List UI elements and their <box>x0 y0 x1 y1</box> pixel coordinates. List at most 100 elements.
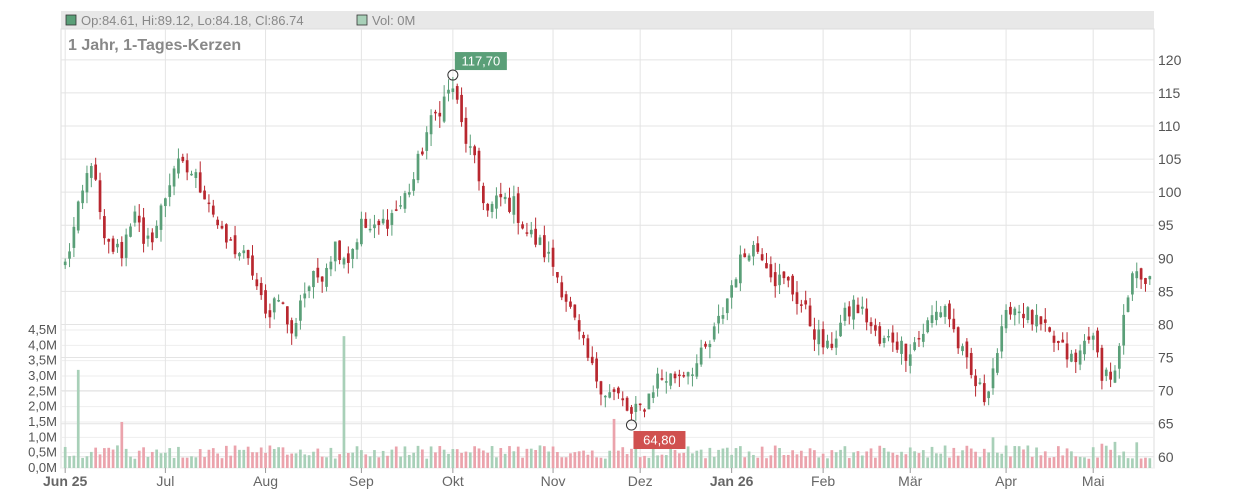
candle-body <box>251 255 254 276</box>
candle-body <box>791 275 794 295</box>
candle <box>468 134 472 155</box>
volume-bar <box>1096 457 1099 468</box>
volume-bar <box>255 452 259 468</box>
volume-tick-label: 4,5M <box>28 322 57 337</box>
volume-bar <box>865 451 869 468</box>
candle-body <box>1109 371 1112 380</box>
candle-body <box>1004 309 1008 329</box>
candle <box>996 348 999 376</box>
time-axis: Jun 25 Jul Aug Sep Okt Nov Dez Jan 26 Feb Mär Apr M… <box>43 473 1104 489</box>
candle-body <box>103 216 106 239</box>
candle-body <box>586 338 590 358</box>
candle-body <box>94 164 98 180</box>
candle <box>773 262 777 298</box>
candle-body <box>721 315 725 319</box>
candle-body <box>1052 335 1056 343</box>
candle-body <box>486 203 490 211</box>
volume-bar <box>760 446 764 468</box>
volume-bar <box>839 449 842 468</box>
month-tick-label: Sep <box>349 473 374 489</box>
volume-bar <box>538 445 542 468</box>
candle <box>725 298 729 321</box>
candle <box>429 109 433 147</box>
legend-vol-text: Vol: 0M <box>372 13 415 28</box>
candle <box>89 163 93 188</box>
legend-bar <box>61 11 1154 29</box>
volume-bar <box>608 450 612 468</box>
candle-body <box>904 343 908 361</box>
price-axis: 60 65 70 75 80 85 90 95 100 105 110 115 120 <box>1158 52 1182 465</box>
volume-bar <box>316 448 320 468</box>
candle-body <box>159 205 163 230</box>
volume-bar <box>826 458 829 468</box>
candle <box>874 318 877 337</box>
candle-body <box>1148 276 1152 280</box>
candle-body <box>1126 297 1130 312</box>
legend-vol-swatch <box>356 14 368 26</box>
volume-bar <box>229 455 233 468</box>
candle-body <box>1039 316 1043 325</box>
volume-bar <box>1078 456 1082 468</box>
volume-bar <box>120 422 124 468</box>
candle <box>987 390 991 406</box>
candle-body <box>551 247 555 267</box>
candle <box>1065 332 1069 368</box>
candle <box>355 238 359 260</box>
candle-body <box>717 315 720 324</box>
volume-bar <box>407 454 411 468</box>
candle <box>860 296 864 315</box>
candle <box>185 153 189 181</box>
candle <box>778 263 781 295</box>
candle-body <box>381 218 385 224</box>
candle-body <box>1017 311 1021 314</box>
candle <box>146 227 150 247</box>
candle-body <box>978 382 982 384</box>
candle-body <box>608 392 612 398</box>
volume-bar <box>129 456 132 468</box>
candle <box>917 330 921 347</box>
candle <box>325 263 328 292</box>
volume-bar <box>172 458 176 468</box>
candle-body <box>804 300 808 305</box>
candle <box>177 148 180 179</box>
volume-bar <box>717 449 720 468</box>
price-tick-label: 75 <box>1158 350 1174 366</box>
candle-body <box>312 270 315 288</box>
candle-body <box>490 203 494 212</box>
candle-body <box>107 238 111 242</box>
volume-bar <box>477 448 481 468</box>
volume-bar <box>556 452 559 468</box>
candle <box>1056 340 1060 351</box>
candle <box>878 322 882 347</box>
candle-body <box>534 228 537 245</box>
candle <box>512 185 516 224</box>
candle-body <box>704 343 707 347</box>
candle-body <box>137 215 141 223</box>
candle <box>198 161 202 194</box>
candle-body <box>120 241 124 259</box>
candle <box>81 184 84 210</box>
volume-bar <box>181 457 185 468</box>
candle-body <box>246 250 250 259</box>
candle <box>525 222 529 237</box>
price-tick-label: 70 <box>1158 383 1174 399</box>
candle-body <box>224 224 228 243</box>
candle <box>1148 275 1152 285</box>
price-tick-label: 80 <box>1158 316 1174 332</box>
candle <box>320 276 324 293</box>
candle <box>451 76 455 100</box>
volume-bar <box>211 448 215 468</box>
candle-body <box>935 311 938 321</box>
candle <box>895 332 899 353</box>
candle <box>521 221 524 230</box>
volume-bar <box>682 452 686 468</box>
candle-body <box>664 381 668 383</box>
candle-body <box>778 274 781 286</box>
volume-bar <box>312 451 315 468</box>
volume-bar <box>791 450 794 468</box>
candle-body <box>146 235 150 239</box>
candle <box>159 203 163 242</box>
candle-body <box>773 272 777 287</box>
candle <box>495 187 498 219</box>
candle <box>285 306 289 334</box>
